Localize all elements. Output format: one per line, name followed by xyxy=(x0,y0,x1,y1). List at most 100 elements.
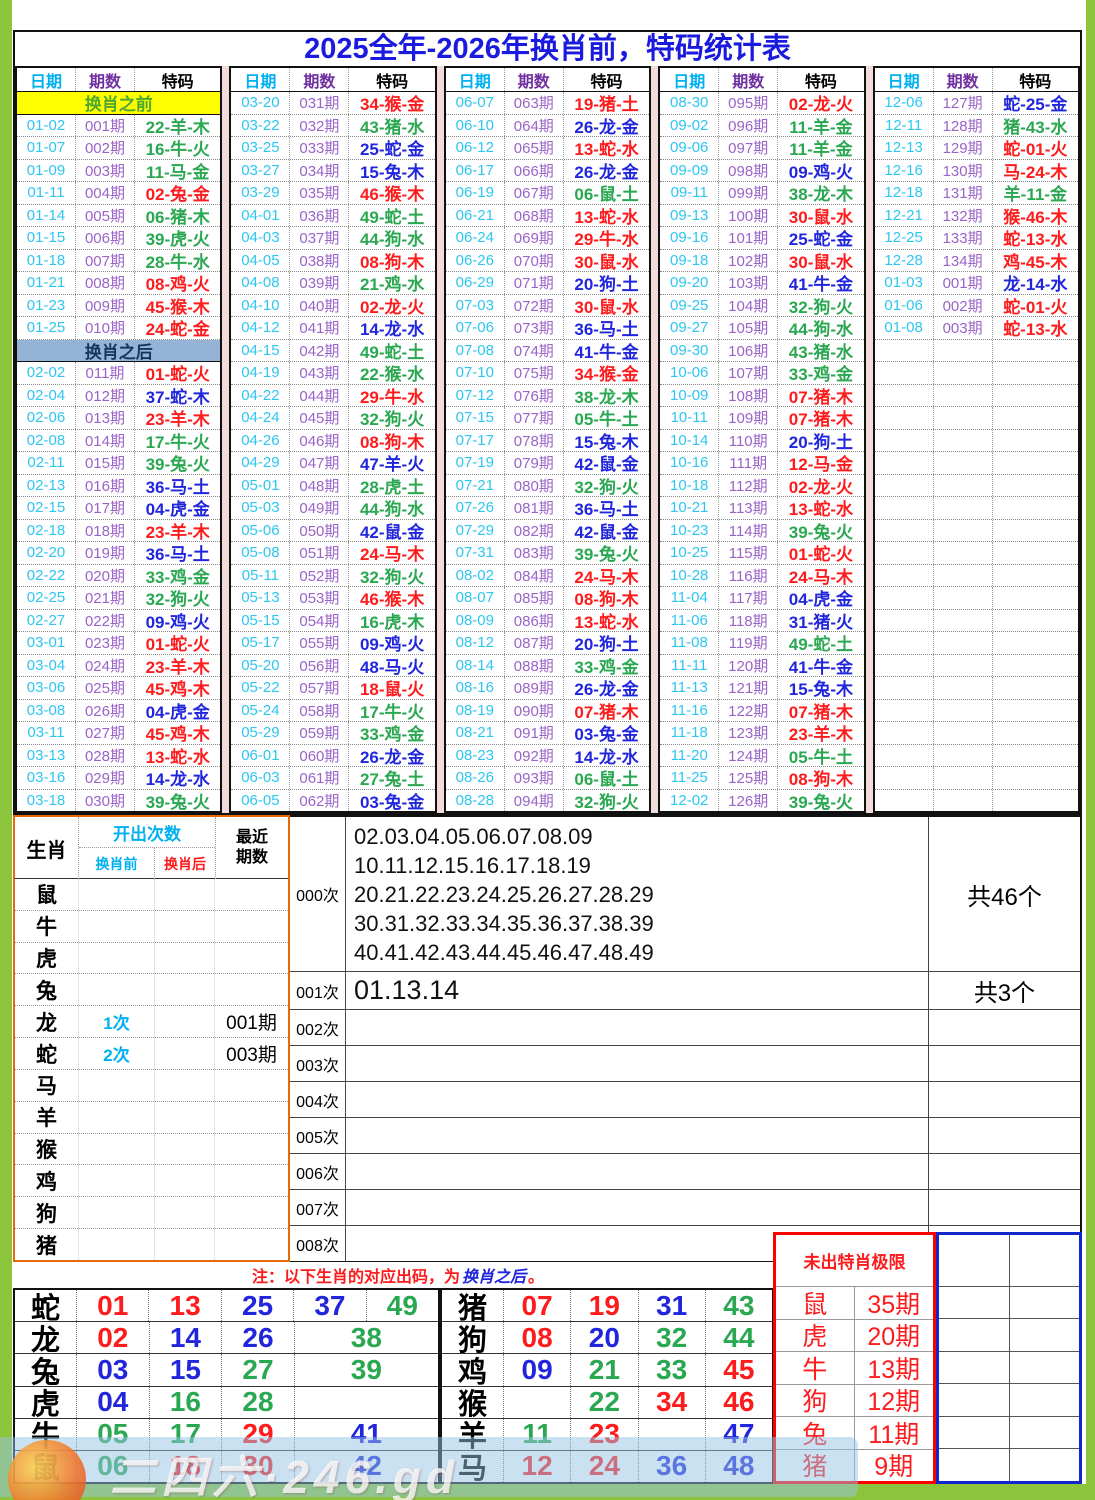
code-cell: 44-狗-水 xyxy=(359,230,425,249)
date-cell: 12-16 xyxy=(875,159,934,181)
code-cell xyxy=(993,385,1078,407)
code-cell: 蛇-13-水 xyxy=(1003,230,1068,249)
map-zodiac-name: 猴 xyxy=(442,1386,504,1421)
empty-row xyxy=(874,519,1079,542)
date-cell: 06-19 xyxy=(446,182,505,204)
date-cell: 07-26 xyxy=(446,497,505,519)
code-cell: 04-虎-金 xyxy=(145,500,210,519)
date-cell: 04-08 xyxy=(231,272,291,294)
period-cell: 072期 xyxy=(505,294,564,316)
code-cell xyxy=(993,767,1078,789)
period-row: 01-02 001期 22-羊-木 xyxy=(17,114,221,137)
page-title: 2025全年-2026年换肖前，特码统计表 xyxy=(304,33,791,65)
period-row: 05-06 050期 42-鼠-金 xyxy=(231,519,435,542)
date-cell: 08-19 xyxy=(446,699,505,721)
period-cell: 040期 xyxy=(290,294,350,316)
count-numbers-line: 01.13.14 xyxy=(354,975,460,1005)
date-cell: 07-19 xyxy=(446,452,505,474)
period-cell: 026期 xyxy=(76,699,135,721)
code-cell: 11-羊-金 xyxy=(789,117,853,136)
code-cell: 26-龙-金 xyxy=(574,117,639,136)
code-cell: 02-龙-火 xyxy=(359,297,425,316)
period-cell: 023期 xyxy=(76,632,135,654)
empty-row xyxy=(874,767,1079,790)
period-cell xyxy=(934,519,993,541)
date-cell xyxy=(875,789,934,811)
note-text-emphasis: 换肖之后 xyxy=(461,1269,526,1286)
period-cell: 112期 xyxy=(719,474,779,496)
count-row-004次: 004次 xyxy=(290,1082,1080,1118)
code-cell: 17-牛-火 xyxy=(145,432,210,451)
period-row: 07-12 076期 38-龙-木 xyxy=(445,384,650,407)
count-row-006次: 006次 xyxy=(290,1154,1080,1190)
empty-row xyxy=(874,722,1079,745)
date-cell: 01-23 xyxy=(17,294,76,316)
period-row: 03-06 025期 45-鸡-木 xyxy=(17,677,221,700)
stats-recent-period xyxy=(215,1102,288,1133)
count-label: 003次 xyxy=(290,1046,346,1081)
period-cell: 059期 xyxy=(290,722,350,744)
period-cell: 001期 xyxy=(934,272,993,294)
phase-banner-before: 换肖之前 xyxy=(17,92,221,115)
period-cell: 103期 xyxy=(719,272,779,294)
code-cell: 05-牛-土 xyxy=(788,747,854,766)
period-row: 03-11 027期 45-鸡-木 xyxy=(17,722,221,745)
date-cell: 04-22 xyxy=(231,384,291,406)
code-cell: 16-虎-木 xyxy=(359,612,425,631)
period-cell xyxy=(934,677,993,699)
column-header: 日期 期数 特码 xyxy=(231,68,435,92)
date-cell: 03-04 xyxy=(17,654,76,676)
code-cell: 04-虎-金 xyxy=(788,590,854,609)
period-row: 01-21 008期 08-鸡-火 xyxy=(17,272,221,295)
date-cell: 04-15 xyxy=(231,339,291,361)
period-cell: 024期 xyxy=(76,654,135,676)
period-cell: 043期 xyxy=(290,362,350,384)
date-cell: 04-19 xyxy=(231,362,291,384)
period-row: 06-12 065期 13-蛇-水 xyxy=(445,137,650,160)
period-row: 02-02 011期 01-蛇-火 xyxy=(17,362,221,385)
period-cell: 128期 xyxy=(934,114,993,136)
count-total xyxy=(928,1046,1080,1081)
stats-zodiac-name: 羊 xyxy=(15,1101,79,1133)
date-cell: 09-20 xyxy=(660,272,720,294)
code-cell: 39-兔-火 xyxy=(145,455,210,474)
code-cell: 龙-14-水 xyxy=(1003,275,1068,294)
period-cell: 058期 xyxy=(290,699,350,721)
stats-row-猪: 猪 xyxy=(15,1229,288,1260)
content-area: 2025全年-2026年换肖前，特码统计表 日期 期数 特码 换肖之前 01-02 001… xyxy=(12,0,1086,1485)
empty-row xyxy=(874,542,1079,565)
period-row: 02-13 016期 36-马-土 xyxy=(17,474,221,497)
period-cell: 004期 xyxy=(76,182,135,204)
period-row: 04-15 042期 49-蛇-土 xyxy=(231,339,435,362)
period-cell: 126期 xyxy=(719,789,779,811)
code-cell: 33-鸡-金 xyxy=(145,567,210,586)
period-cell: 051期 xyxy=(290,542,350,564)
period-cell: 041期 xyxy=(290,317,350,339)
date-cell: 01-21 xyxy=(17,272,76,294)
date-cell xyxy=(875,564,934,586)
period-cell: 011期 xyxy=(76,362,135,384)
limit-row-虎: 虎 20期 xyxy=(776,1319,933,1352)
code-cell xyxy=(993,587,1078,609)
empty-row xyxy=(874,587,1079,610)
date-cell: 06-01 xyxy=(231,744,291,766)
code-cell: 01-蛇-火 xyxy=(788,545,854,564)
period-row: 06-01 060期 26-龙-金 xyxy=(231,744,435,767)
note-text-pre: 注：以下生肖的对应出码，为 xyxy=(251,1269,460,1286)
period-row: 02-27 022期 09-鸡-火 xyxy=(17,609,221,632)
period-cell: 030期 xyxy=(76,789,135,811)
column-header: 日期 期数 特码 xyxy=(660,68,864,92)
period-cell: 047期 xyxy=(290,452,350,474)
map-number-cell: 25 xyxy=(222,1290,295,1322)
period-row: 10-14 110期 20-狗-土 xyxy=(660,429,864,452)
count-numbers xyxy=(346,1190,928,1225)
date-cell: 06-21 xyxy=(446,204,505,226)
period-row: 03-25 033期 25-蛇-金 xyxy=(231,137,435,160)
date-cell xyxy=(875,632,934,654)
date-cell: 07-06 xyxy=(446,317,505,339)
date-cell: 09-27 xyxy=(660,317,720,339)
code-cell: 49-蛇-土 xyxy=(359,342,425,361)
code-cell xyxy=(993,362,1078,384)
date-cell: 01-18 xyxy=(17,249,76,271)
count-numbers-line: 40.41.42.43.44.45.46.47.48.49 xyxy=(354,939,654,965)
